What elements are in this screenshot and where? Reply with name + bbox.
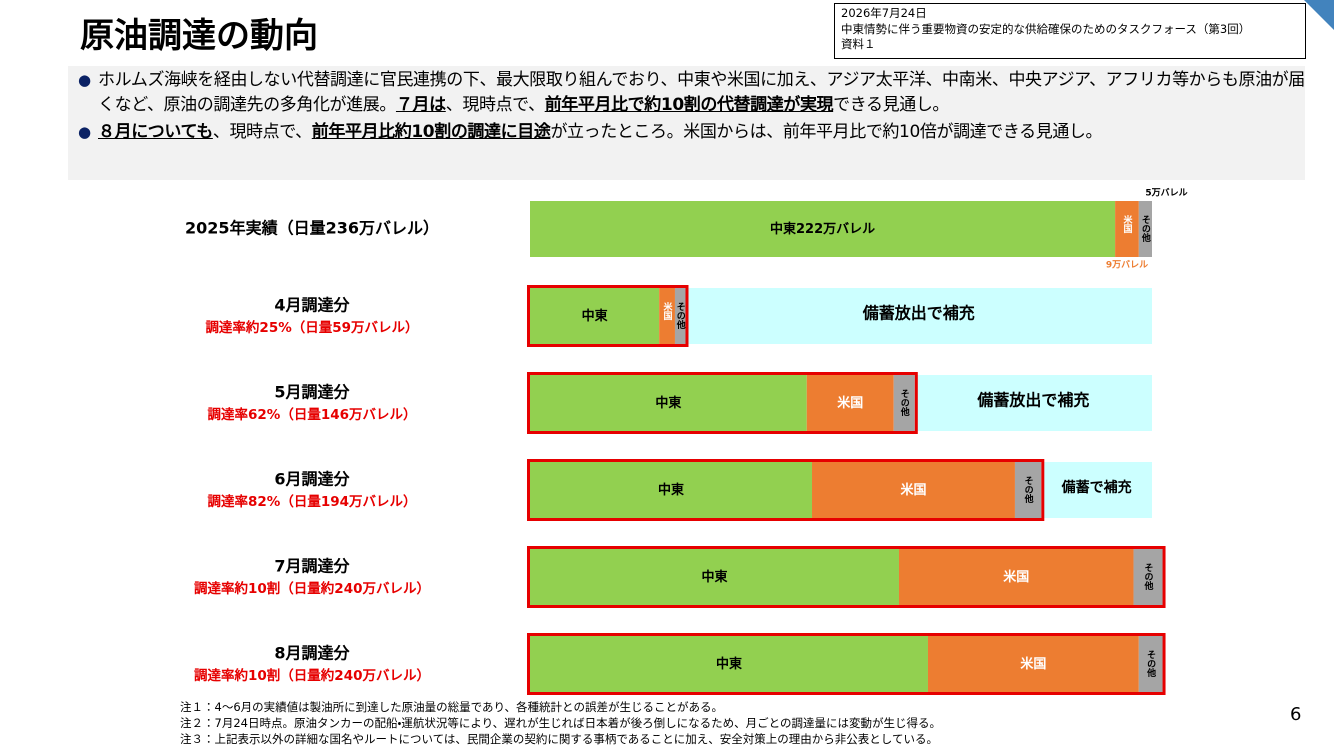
- bar-segment: [898, 549, 1134, 605]
- bar-segment: [927, 636, 1139, 692]
- category-label: 2025年実績（日量236万バレル）: [185, 219, 439, 238]
- emphasis-text: 前年平月比で約10割の代替調達が実現: [544, 95, 834, 115]
- backfill-segment: [1041, 462, 1152, 518]
- segment-label: 中東: [701, 569, 727, 585]
- segment-name: 中東: [770, 221, 796, 237]
- bullet: ホルムズ海峡を経由しない代替調達に官民連携の下、最大限取り組んでおり、中東や米国…: [68, 68, 1305, 118]
- info-box: 2026年7月24日 中東情勢に伴う重要物資の安定的な供給確保のためのタスクフォー…: [834, 3, 1306, 59]
- segment-name: 中東: [701, 569, 727, 585]
- bar-segment: [530, 375, 807, 431]
- bar-segment: [530, 201, 1116, 257]
- segment-label: その他: [1143, 563, 1155, 591]
- category-label: 4月調達分: [274, 296, 350, 315]
- info-line: 中東情勢に伴う重要物資の安定的な供給確保のためのタスクフォース（第3回）: [841, 21, 1251, 36]
- procured-outline: [527, 633, 1166, 695]
- value-label: 9万バレル: [1106, 260, 1148, 271]
- category-note: 調達率62%（日量146万バレル）: [208, 406, 417, 423]
- segment-label: 米国: [1121, 214, 1133, 234]
- emphasis-text: ８月についても: [98, 122, 213, 142]
- emphasis-text: 前年平月比約10割の調達に目途: [311, 122, 551, 142]
- segment-label: 米国: [662, 301, 674, 321]
- note: 注１：4～6月の実績値は製油所に到達した原油量の総量であり、各種統計との誤差が生…: [180, 700, 723, 714]
- backfill-label: 備蓄放出で補充: [976, 391, 1089, 410]
- segment-name: 米国: [1003, 569, 1029, 585]
- bar-segment: [674, 288, 686, 344]
- segment-label: その他: [899, 389, 911, 417]
- corner-decoration: [1274, 0, 1334, 30]
- procured-outline: [527, 372, 918, 434]
- bar-segment: [806, 375, 894, 431]
- bar-segment: [659, 288, 675, 344]
- category-note: 調達率約10割（日量約240万バレル）: [194, 667, 430, 684]
- slide-title: 原油調達の動向: [80, 16, 318, 56]
- backfill-label: 備蓄放出で補充: [862, 304, 975, 323]
- procured-outline: [527, 285, 689, 347]
- category-note: 調達率約10割（日量約240万バレル）: [194, 580, 430, 597]
- bullet-text: ホルムズ海峡を経由しない代替調達に官民連携の下、最大限取り組んでおり、中東や米国…: [98, 70, 1305, 115]
- segment-label: その他: [1145, 650, 1157, 678]
- info-line: 2026年7月24日: [841, 6, 927, 20]
- procured-outline: [527, 546, 1166, 608]
- segment-label: 米国: [1020, 656, 1046, 672]
- category-label: 7月調達分: [274, 557, 350, 576]
- note: 注２：7月24日時点。原油タンカーの配船・運航状況等により、遅れが生じれば日本着…: [180, 716, 942, 730]
- notes: 注１：4～6月の実績値は製油所に到達した原油量の総量であり、各種統計との誤差が生…: [180, 699, 941, 747]
- segment-label: その他: [675, 302, 687, 330]
- segment-name: 米国: [1020, 656, 1046, 672]
- segment-name: 中東: [582, 308, 608, 324]
- backfill-label: 備蓄で補充: [1061, 479, 1132, 496]
- info-line: 資料１: [841, 37, 876, 51]
- category-label: 5月調達分: [274, 383, 350, 402]
- segment-label: 米国: [1003, 569, 1029, 585]
- value-label: 5万バレル: [1145, 188, 1187, 199]
- segment-label: 中東: [582, 308, 608, 324]
- bar-segment: [1115, 201, 1139, 257]
- backfill-segment: [914, 375, 1152, 431]
- bullet: ８月についても、現時点で、前年平月比約10割の調達に目途が立ったところ。米国から…: [68, 120, 1305, 145]
- segment-label: その他: [1023, 476, 1035, 504]
- segment-label: 中東: [658, 482, 684, 498]
- note: 注３：上記表示以外の詳細な国名やルートについては、民間企業の契約に関する事柄であ…: [180, 732, 938, 746]
- segment-label: 米国: [900, 482, 926, 498]
- segment-name: 中東: [655, 395, 681, 411]
- bar-segment: [530, 288, 660, 344]
- segment-label: 中東: [716, 656, 742, 672]
- category-label: 8月調達分: [274, 644, 350, 663]
- category-note: 調達率約25%（日量59万バレル）: [205, 319, 418, 336]
- segment-name: 米国: [900, 482, 926, 498]
- bar-segment: [1133, 549, 1163, 605]
- segment-name: 米国: [837, 395, 863, 411]
- bar-segment: [530, 549, 899, 605]
- segment-label: 米国: [837, 395, 863, 411]
- page-number: 6: [1290, 704, 1302, 725]
- bar-segment: [1138, 201, 1152, 257]
- bullet-text: できる見通し。: [833, 95, 950, 115]
- category-note: 調達率82%（日量194万バレル）: [208, 493, 417, 510]
- segment-value-label: 222万バレル: [796, 222, 875, 237]
- segment-label: 中東: [655, 395, 681, 411]
- backfill-segment: [685, 288, 1152, 344]
- emphasis-text: ７月は: [395, 95, 446, 115]
- segment-name: 中東: [658, 482, 684, 498]
- category-label: 6月調達分: [274, 470, 350, 489]
- bullet-text: 、現時点で、: [212, 122, 312, 142]
- bar-segment: [530, 636, 928, 692]
- segment-label: その他: [1140, 215, 1152, 243]
- bullet-text: 、現時点で、: [445, 95, 545, 115]
- bullet-panel: ホルムズ海峡を経由しない代替調達に官民連携の下、最大限取り組んでおり、中東や米国…: [68, 66, 1305, 180]
- bullet-text: が立ったところ。米国からは、前年平月比で約10倍が調達できる見通し。: [550, 122, 1103, 142]
- segment-name: 中東: [716, 656, 742, 672]
- bar-segment: [893, 375, 915, 431]
- bar-segment: [1014, 462, 1042, 518]
- procured-outline: [527, 459, 1045, 521]
- bar-segment: [1138, 636, 1163, 692]
- bar-segment: [530, 462, 813, 518]
- bar-segment: [812, 462, 1015, 518]
- segment-label: 中東222万バレル: [770, 221, 875, 237]
